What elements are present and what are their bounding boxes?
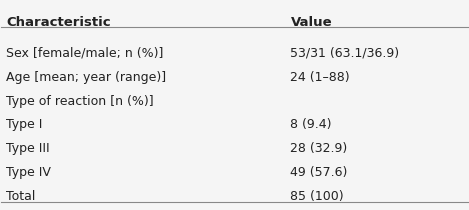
Text: Type I: Type I — [6, 118, 42, 131]
Text: 24 (1–88): 24 (1–88) — [290, 71, 350, 84]
Text: 49 (57.6): 49 (57.6) — [290, 166, 348, 179]
Text: Sex [female/male; n (%)]: Sex [female/male; n (%)] — [6, 47, 163, 60]
Text: Type of reaction [n (%)]: Type of reaction [n (%)] — [6, 95, 154, 108]
Text: 28 (32.9): 28 (32.9) — [290, 142, 348, 155]
Text: Type IV: Type IV — [6, 166, 51, 179]
Text: Value: Value — [290, 16, 332, 29]
Text: Age [mean; year (range)]: Age [mean; year (range)] — [6, 71, 166, 84]
Text: Total: Total — [6, 190, 36, 203]
Text: 8 (9.4): 8 (9.4) — [290, 118, 332, 131]
Text: 53/31 (63.1/36.9): 53/31 (63.1/36.9) — [290, 47, 400, 60]
Text: 85 (100): 85 (100) — [290, 190, 344, 203]
Text: Characteristic: Characteristic — [6, 16, 111, 29]
Text: Type III: Type III — [6, 142, 50, 155]
